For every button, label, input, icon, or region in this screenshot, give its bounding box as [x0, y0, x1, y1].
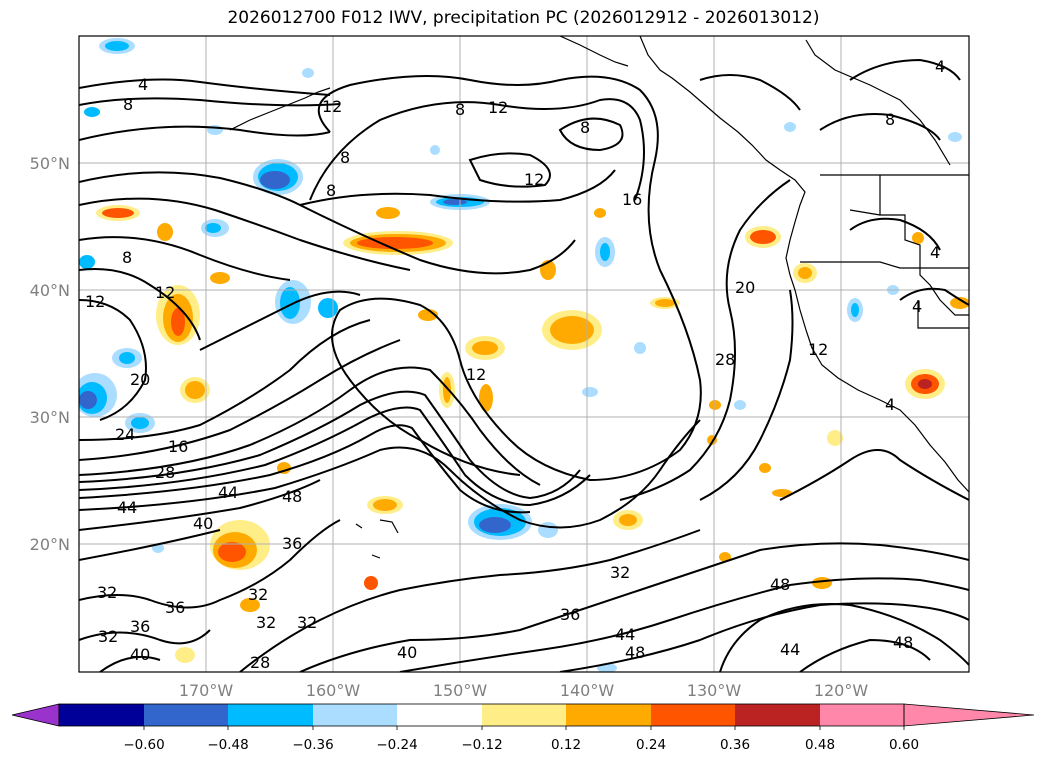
- colorbar-tick-label: −0.36: [292, 737, 333, 753]
- lon-label: 160°W: [306, 681, 361, 700]
- contour-label: 12: [85, 292, 105, 311]
- colorbar-tick-label: −0.48: [207, 737, 248, 753]
- colorbar-segment: [59, 704, 144, 726]
- contour-label: 48: [282, 487, 302, 506]
- colorbar-tick-label: 0.24: [636, 737, 666, 753]
- colorbar-tick-label: −0.24: [376, 737, 417, 753]
- contour-label: 32: [256, 613, 276, 632]
- contour-label: 28: [155, 463, 175, 482]
- lat-label: 20°N: [30, 535, 70, 554]
- contour-label: 8: [326, 181, 336, 200]
- colorbar-tick-label: 0.12: [551, 737, 581, 753]
- contour-label: 28: [715, 350, 735, 369]
- contour-label: 16: [168, 437, 188, 456]
- colorbar-tick-label: −0.12: [461, 737, 502, 753]
- lat-label: 40°N: [30, 281, 70, 300]
- colorbar-tick-label: 0.48: [805, 737, 835, 753]
- contour-label: 8: [340, 148, 350, 167]
- contour-label: 20: [130, 370, 150, 389]
- map-frame: [78, 35, 970, 673]
- colorbar-segment: [482, 704, 566, 726]
- colorbar: −0.60 −0.48 −0.36 −0.24 −0.12 0.12 0.24 …: [11, 703, 1035, 753]
- lon-label: 170°W: [179, 681, 234, 700]
- contour-label: 8: [885, 110, 895, 129]
- colorbar-outline: [58, 703, 905, 727]
- contour-labels: 4 8 12 8 12 8 8 12 16 8 8 4 8 12 12 20 2…: [85, 57, 945, 672]
- contour-label: 36: [165, 598, 185, 617]
- contour-label: 24: [115, 425, 135, 444]
- contour-label: 20: [735, 278, 755, 297]
- contour-label: 8: [123, 95, 133, 114]
- contour-label: 44: [117, 498, 137, 517]
- colorbar-segment: [735, 704, 820, 726]
- contour-label: 40: [130, 645, 150, 664]
- colorbar-segment: [228, 704, 313, 726]
- contour-label: 8: [580, 118, 590, 137]
- contour-label: 4: [885, 395, 895, 414]
- contour-label: 48: [625, 643, 645, 662]
- contour-label: 36: [130, 617, 150, 636]
- lon-label: 120°W: [814, 681, 869, 700]
- colorbar-segment: [397, 704, 482, 726]
- contour-label: 12: [155, 283, 175, 302]
- lon-label: 130°W: [687, 681, 742, 700]
- contour-label: 8: [122, 248, 132, 267]
- contour-label: 40: [397, 643, 417, 662]
- colorbar-tick-label: −0.60: [123, 737, 164, 753]
- contour-label: 12: [524, 170, 544, 189]
- lat-label: 50°N: [30, 154, 70, 173]
- colorbar-segment: [313, 704, 397, 726]
- contour-label: 32: [297, 613, 317, 632]
- contour-label: 32: [97, 583, 117, 602]
- contour-label: 48: [893, 633, 913, 652]
- latitude-labels: 50°N 40°N 30°N 20°N: [30, 154, 70, 554]
- contour-label: 36: [560, 605, 580, 624]
- colorbar-segment: [651, 704, 735, 726]
- contour-label: 12: [466, 365, 486, 384]
- lat-label: 30°N: [30, 408, 70, 427]
- colorbar-tick-label: 0.60: [889, 737, 919, 753]
- contour-label: 32: [248, 585, 268, 604]
- contour-label: 28: [250, 653, 270, 672]
- contour-label: 8: [455, 100, 465, 119]
- contour-label: 16: [622, 190, 642, 209]
- contour-label: 4: [138, 75, 148, 94]
- contour-label: 32: [610, 563, 630, 582]
- contour-label: 32: [98, 627, 118, 646]
- contour-label: 4: [930, 243, 940, 262]
- lon-label: 140°W: [560, 681, 615, 700]
- colorbar-segment: [820, 704, 904, 726]
- lon-label: 150°W: [433, 681, 488, 700]
- contour-label: 12: [488, 98, 508, 117]
- colorbar-tick-label: 0.36: [720, 737, 750, 753]
- map-title: 2026012700 F012 IWV, precipitation PC (2…: [227, 8, 820, 28]
- colorbar-segment: [566, 704, 651, 726]
- contour-label: 44: [615, 625, 635, 644]
- longitude-labels: 170°W 160°W 150°W 140°W 130°W 120°W: [179, 681, 869, 700]
- coastlines: [229, 36, 969, 559]
- contour-label: 4: [912, 297, 922, 316]
- contour-label: 44: [780, 640, 800, 659]
- contour-label: 12: [322, 97, 342, 116]
- contour-label: 36: [282, 534, 302, 553]
- contour-label: 12: [808, 340, 828, 359]
- contour-label: 44: [218, 483, 238, 502]
- colorbar-segment: [144, 704, 228, 726]
- colorbar-left-extension: [11, 703, 60, 727]
- contour-label: 40: [193, 514, 213, 533]
- iwv-contours: [79, 58, 969, 672]
- colorbar-right-extension: [903, 703, 1035, 727]
- contour-label: 4: [935, 57, 945, 76]
- contour-label: 48: [770, 575, 790, 594]
